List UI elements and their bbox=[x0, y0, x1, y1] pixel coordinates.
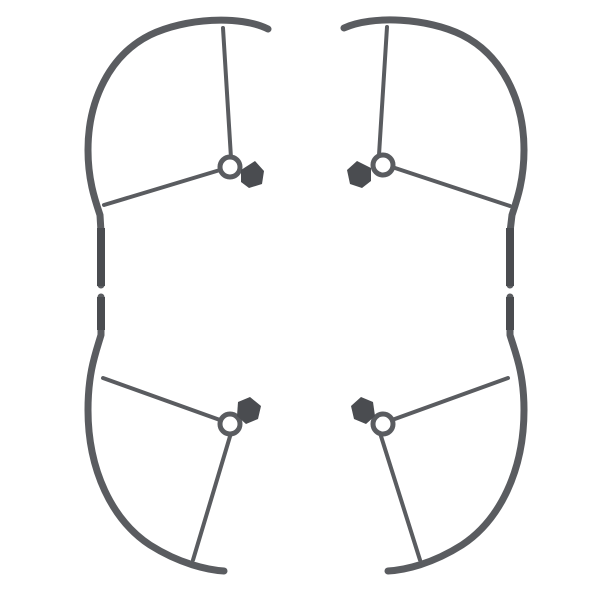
propeller-guard-bottom-right bbox=[351, 293, 528, 575]
guard-hub bbox=[370, 411, 396, 437]
guard-clip bbox=[97, 228, 105, 286]
guard-strut bbox=[390, 376, 510, 422]
guard-mount bbox=[351, 397, 375, 424]
guard-hub bbox=[370, 152, 396, 178]
guard-clip bbox=[506, 297, 514, 330]
propeller-guard-top-left bbox=[84, 16, 272, 289]
guard-mount bbox=[237, 397, 261, 424]
guard-strut bbox=[191, 431, 233, 562]
guard-strut bbox=[101, 376, 222, 422]
guard-hub bbox=[217, 154, 243, 180]
guard-strut bbox=[102, 168, 222, 207]
guard-strut bbox=[221, 26, 233, 160]
guard-hub bbox=[217, 411, 243, 437]
guard-clip bbox=[97, 297, 105, 330]
guard-strut bbox=[390, 165, 512, 208]
guard-mount bbox=[347, 161, 371, 188]
guard-strut bbox=[377, 25, 389, 157]
guard-ring bbox=[384, 293, 528, 575]
guard-ring bbox=[84, 293, 228, 575]
guard-ring bbox=[340, 16, 528, 289]
propeller-guard-bottom-left bbox=[84, 293, 261, 575]
guard-strut bbox=[378, 431, 422, 562]
guard-clip bbox=[506, 228, 514, 286]
propeller-guard-top-right bbox=[340, 16, 528, 289]
guard-mount bbox=[241, 161, 264, 188]
guard-ring bbox=[84, 16, 272, 289]
